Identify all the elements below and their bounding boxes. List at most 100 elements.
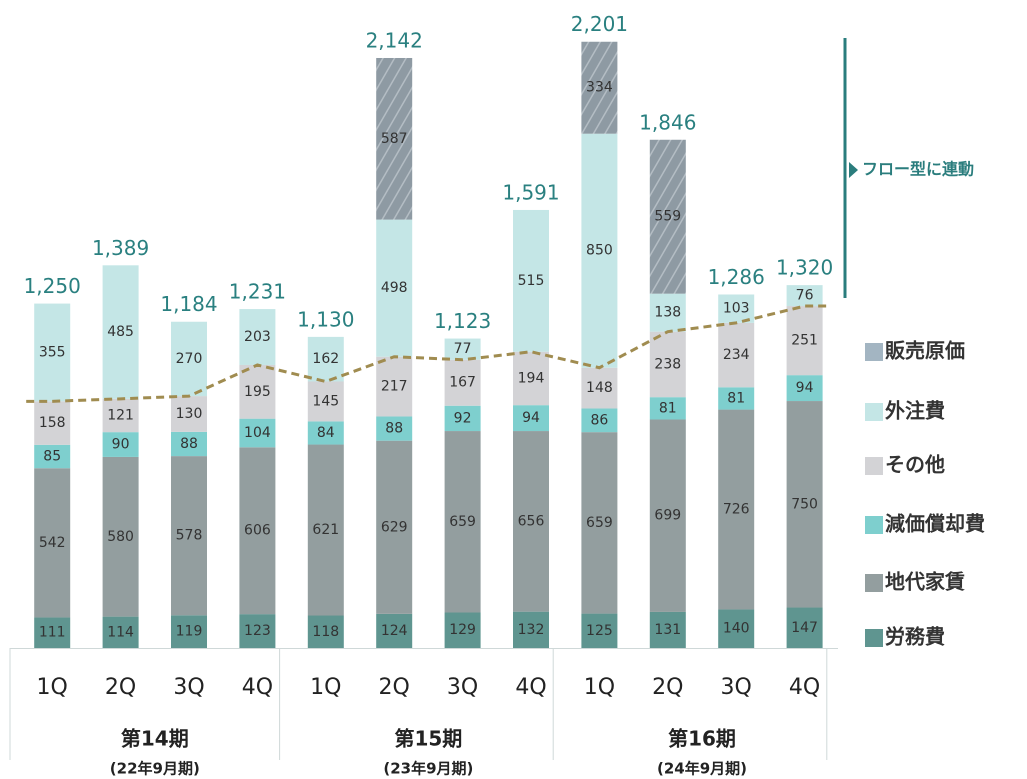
segment-label: 580 [107, 529, 134, 545]
total-label: 1,591 [502, 180, 559, 204]
x-tick-label: 1Q [584, 675, 615, 700]
bar-segment [102, 432, 139, 457]
segment-label: 238 [654, 356, 681, 372]
bar-segment [581, 432, 618, 614]
bar-segment [307, 421, 344, 445]
segment-label: 132 [518, 622, 545, 638]
segment-label: 86 [590, 412, 608, 428]
segment-label: 167 [449, 375, 476, 391]
x-tick-label: 1Q [37, 675, 68, 700]
x-tick-label: 3Q [721, 675, 752, 700]
segment-label: 659 [586, 515, 613, 531]
bar-segment [376, 440, 413, 614]
legend-swatch [865, 574, 883, 592]
segment-label: 498 [381, 280, 408, 296]
bar-segment [171, 456, 207, 616]
bar-segment [649, 293, 686, 332]
segment-label: 84 [317, 425, 335, 441]
segment-label: 217 [381, 379, 408, 395]
segment-label: 114 [107, 624, 134, 640]
group-sublabel: (22年9月期) [110, 760, 200, 778]
segment-label: 659 [449, 514, 476, 530]
bar-segment [34, 401, 71, 445]
bar-segment [171, 321, 207, 397]
bar-segment [718, 387, 755, 410]
total-label: 1,846 [639, 110, 696, 134]
segment-label: 129 [449, 622, 476, 638]
segment-label: 587 [381, 131, 408, 147]
bar-segment [102, 398, 139, 433]
segment-label: 578 [176, 528, 203, 544]
bar-segment [102, 456, 139, 617]
legend-swatch [865, 516, 883, 534]
bar-segment [171, 615, 207, 648]
bar-segment [649, 611, 686, 648]
segment-label: 111 [39, 625, 66, 641]
segment-label: 355 [39, 344, 66, 360]
bar-segment [786, 285, 823, 307]
bar-segment [513, 431, 549, 612]
bar-segment [34, 444, 71, 469]
group-label: 第16期 [668, 727, 736, 751]
x-tick-label: 3Q [447, 675, 478, 700]
segment-label: 194 [518, 370, 545, 386]
legend-swatch [865, 343, 883, 361]
segment-label: 118 [312, 624, 339, 640]
legend-label: その他 [885, 453, 945, 477]
bar-segment [307, 381, 344, 422]
x-tick-label: 4Q [515, 675, 546, 700]
segment-label: 131 [654, 622, 681, 638]
segment-label: 76 [796, 288, 814, 304]
total-label: 1,286 [708, 265, 765, 289]
bar-segment [239, 309, 276, 365]
bar-segment [444, 612, 481, 648]
bar-segment [513, 209, 549, 352]
segment-label: 104 [244, 425, 271, 441]
segment-label: 85 [43, 449, 61, 465]
bar-segment [649, 139, 686, 294]
bar-segment [307, 444, 344, 616]
segment-label: 147 [791, 620, 818, 636]
x-tick-label: 4Q [242, 675, 273, 700]
segment-label: 656 [518, 513, 545, 529]
segment-label: 559 [654, 209, 681, 225]
bar-segment [34, 468, 71, 618]
legend-label: 販売原価 [885, 339, 965, 363]
segment-label: 621 [312, 522, 339, 538]
bar-segment [581, 613, 618, 648]
x-tick-label: 1Q [310, 675, 341, 700]
x-tick-label: 4Q [789, 675, 820, 700]
total-label: 1,123 [434, 309, 491, 333]
segment-label: 251 [791, 333, 818, 349]
bar-segment [239, 614, 276, 648]
bar-segment [513, 611, 549, 648]
legend-label: 減価償却費 [885, 512, 985, 536]
bar-segment [513, 405, 549, 432]
segment-label: 148 [586, 380, 613, 396]
segment-label: 81 [659, 400, 677, 416]
total-label: 1,130 [297, 307, 354, 331]
bar-segment [718, 322, 755, 388]
segment-label: 123 [244, 623, 271, 639]
segment-label: 158 [39, 415, 66, 431]
segment-label: 726 [723, 502, 750, 518]
segment-label: 485 [107, 324, 134, 340]
bar-segment [307, 336, 344, 382]
x-tick-label: 2Q [652, 675, 683, 700]
bar-segment [34, 303, 71, 402]
cumulative-line [26, 304, 829, 403]
total-label: 1,320 [776, 256, 833, 280]
bar-segment [444, 338, 481, 360]
legend-label: 労務費 [885, 625, 945, 649]
segment-label: 130 [176, 406, 203, 422]
total-label: 2,142 [366, 28, 423, 52]
legend-swatch [865, 629, 883, 647]
segment-label: 77 [454, 341, 472, 357]
legend-swatch [865, 403, 883, 421]
bar-segment [171, 396, 207, 432]
bar-segment [513, 351, 549, 406]
segment-label: 203 [244, 329, 271, 345]
group-sublabel: (24年9月期) [657, 760, 747, 778]
segment-label: 119 [176, 624, 203, 640]
